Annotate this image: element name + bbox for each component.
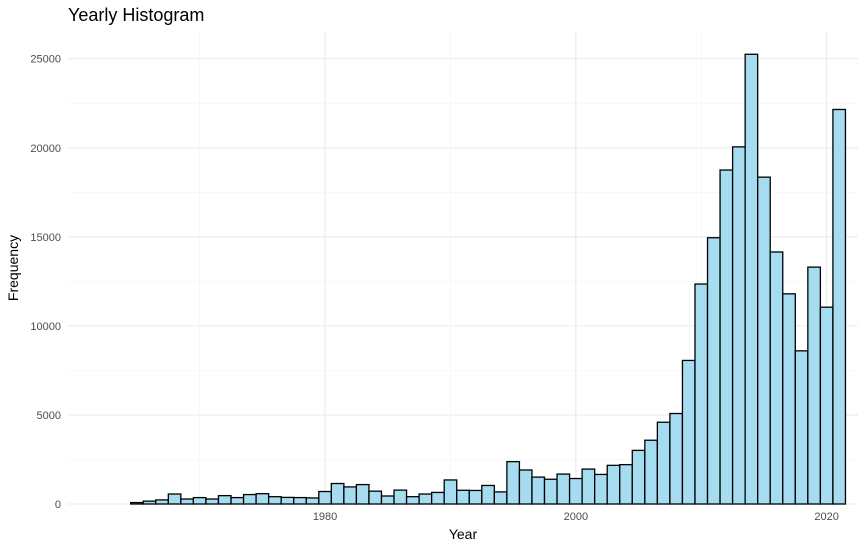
histogram-bar xyxy=(305,497,320,505)
histogram-bar xyxy=(468,489,483,505)
histogram-bar xyxy=(130,501,144,505)
histogram-bar xyxy=(343,486,358,505)
x-tick-label: 2000 xyxy=(564,511,588,523)
x-tick-label: 1980 xyxy=(313,511,337,523)
histogram-bar xyxy=(493,491,508,505)
histogram-bar xyxy=(330,482,345,505)
y-tick-label: 10000 xyxy=(30,321,61,333)
histogram-bar xyxy=(656,421,671,505)
histogram-bar xyxy=(719,169,734,505)
histogram-bar xyxy=(355,483,370,505)
histogram-bar xyxy=(832,108,847,505)
y-tick-label: 15000 xyxy=(30,232,61,244)
histogram-bar xyxy=(543,478,558,505)
grid-lines xyxy=(68,32,858,505)
histogram-bar xyxy=(192,496,207,505)
histogram-bar xyxy=(418,493,433,505)
histogram-bar xyxy=(293,496,307,505)
x-axis-title: Year xyxy=(449,526,478,542)
histogram-bar xyxy=(594,473,608,505)
histogram-bar xyxy=(405,496,420,505)
histogram-bar xyxy=(631,449,646,505)
histogram-bar xyxy=(619,463,633,505)
histogram-bar xyxy=(456,489,470,505)
histogram-bar xyxy=(706,237,721,505)
y-tick-label: 5000 xyxy=(37,410,61,422)
histogram-bar xyxy=(142,500,157,505)
y-tick-label: 25000 xyxy=(30,54,61,66)
histogram-bar xyxy=(167,493,182,505)
histogram-bar xyxy=(807,266,822,505)
histogram-bar xyxy=(669,412,684,505)
x-axis-tick-labels: 1980 2000 2020 xyxy=(313,511,839,523)
histogram-bar xyxy=(744,53,759,505)
histogram-bar xyxy=(205,498,220,505)
histogram-bar xyxy=(568,477,583,505)
histogram-bar xyxy=(506,460,521,505)
histogram-bar xyxy=(242,493,257,505)
histogram-bar xyxy=(819,306,834,505)
histogram-bar xyxy=(518,469,533,505)
histogram-bar xyxy=(757,176,771,505)
histogram-bar xyxy=(267,496,282,505)
histogram-bar xyxy=(318,490,332,505)
chart-title: Yearly Histogram xyxy=(68,5,204,25)
histogram-bar xyxy=(217,494,232,505)
histogram-bar xyxy=(380,495,395,505)
y-tick-label: 0 xyxy=(55,499,61,511)
histogram-bar xyxy=(431,491,445,505)
x-tick-label: 2020 xyxy=(814,511,838,523)
histogram-bar xyxy=(255,493,270,505)
histogram-bar xyxy=(180,498,195,505)
histogram-bar xyxy=(782,293,796,505)
histogram-bar xyxy=(731,146,746,505)
histogram-bar xyxy=(606,464,621,505)
histogram-bars xyxy=(130,53,847,505)
histogram-bar xyxy=(644,439,659,505)
histogram-bar xyxy=(481,484,495,505)
histogram-bar xyxy=(443,479,458,505)
histogram-bar xyxy=(368,490,383,505)
histogram-bar xyxy=(155,499,169,505)
y-tick-label: 20000 xyxy=(30,143,61,155)
histogram-bar xyxy=(769,251,784,505)
histogram-bar xyxy=(280,496,295,505)
histogram-bar xyxy=(230,496,245,505)
histogram-bar xyxy=(531,476,546,505)
histogram-bar xyxy=(794,350,809,505)
y-axis-tick-labels: 0 5000 10000 15000 20000 25000 xyxy=(30,54,61,511)
histogram-bar xyxy=(393,489,408,505)
histogram-bar xyxy=(681,359,696,505)
histogram-bar xyxy=(581,468,596,505)
y-axis-title: Frequency xyxy=(5,235,21,301)
histogram-bar xyxy=(694,283,709,505)
histogram-bar xyxy=(556,473,571,505)
